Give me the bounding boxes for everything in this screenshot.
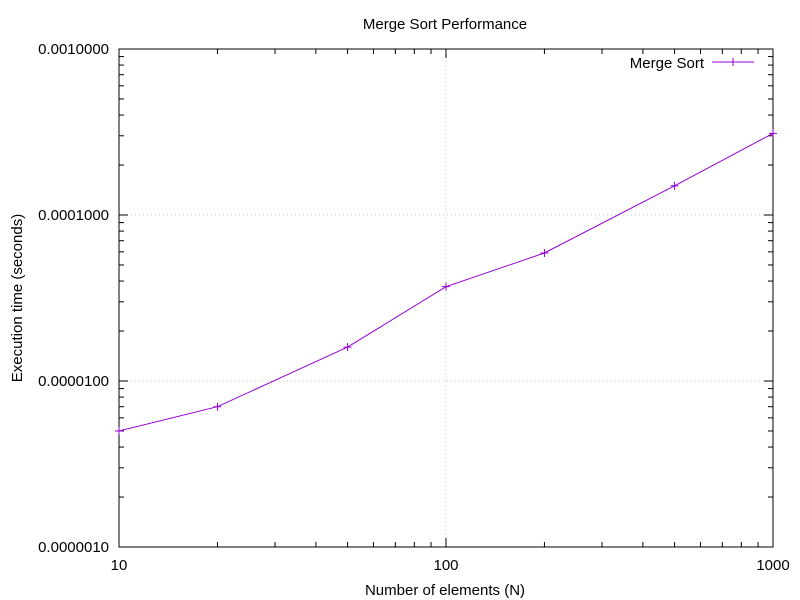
y-tick-label: 0.0000010 — [38, 539, 109, 556]
data-point — [343, 343, 352, 352]
data-point — [442, 282, 450, 291]
data-point — [213, 402, 222, 411]
legend: Merge Sort — [630, 55, 754, 72]
y-tick-labels: 0.0000010 0.0000100 0.0001000 0.0010000 — [38, 41, 109, 556]
data-point — [670, 181, 679, 190]
legend-label-merge-sort: Merge Sort — [630, 55, 705, 72]
y-tick-label: 0.0010000 — [38, 41, 109, 58]
x-tick-label: 1000 — [756, 557, 789, 574]
plot-border — [118, 48, 774, 548]
x-tick-label: 10 — [111, 557, 128, 574]
legend-marker-merge-sort — [729, 58, 737, 66]
chart-title: Merge Sort Performance — [363, 16, 527, 33]
x-axis-title: Number of elements (N) — [365, 582, 525, 599]
series-layer — [115, 129, 777, 435]
series-line-0 — [118, 132, 774, 432]
x-tick-labels: 10 100 1000 — [111, 557, 790, 574]
data-point — [769, 129, 777, 138]
grid-layer — [119, 49, 773, 547]
minor-ticks — [119, 49, 773, 547]
data-point — [540, 249, 549, 258]
y-axis-title: Execution time (seconds) — [9, 214, 26, 382]
y-tick-label: 0.0000100 — [38, 373, 109, 390]
data-point — [115, 426, 123, 435]
x-tick-label: 100 — [433, 557, 458, 574]
y-tick-label: 0.0001000 — [38, 207, 109, 224]
